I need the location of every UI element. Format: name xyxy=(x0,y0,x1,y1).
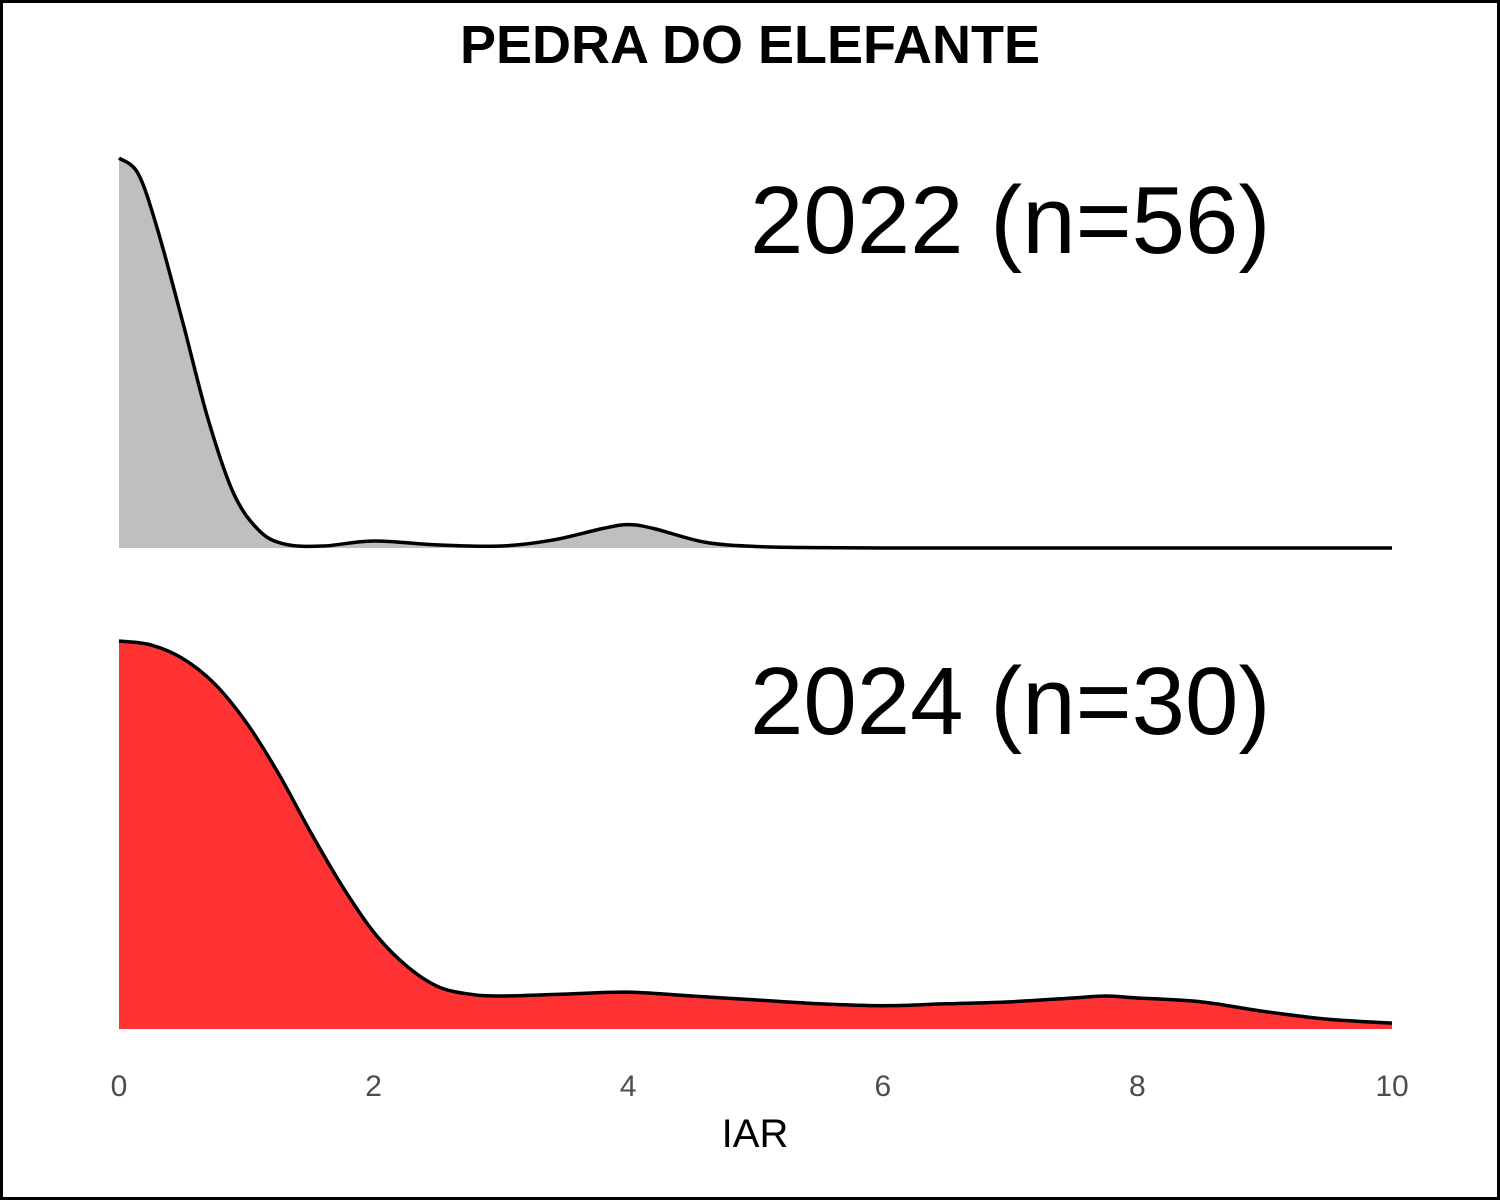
x-tick-label: 4 xyxy=(620,1070,637,1103)
ridge-line-2022 xyxy=(117,156,1392,550)
chart-title: PEDRA DO ELEFANTE xyxy=(459,15,1041,75)
x-tick-label: 2 xyxy=(365,1070,382,1103)
ridges-group: 2022 (n=56) 2024 (n=30) xyxy=(117,156,1393,1029)
series-label-2022: 2022 (n=56) xyxy=(750,167,1270,274)
x-tick-label: 8 xyxy=(1129,1070,1146,1103)
ridge-fill-2024 xyxy=(119,641,1392,1029)
x-axis: 0 2 4 6 8 10 xyxy=(111,1070,1409,1103)
x-tick-label: 6 xyxy=(874,1070,891,1103)
x-tick-label: 10 xyxy=(1375,1070,1408,1103)
ridge-line-2024 xyxy=(118,639,1393,1025)
x-axis-label: IAR xyxy=(722,1112,789,1156)
series-label-2024: 2024 (n=30) xyxy=(750,648,1270,755)
x-tick-label: 0 xyxy=(111,1070,128,1103)
